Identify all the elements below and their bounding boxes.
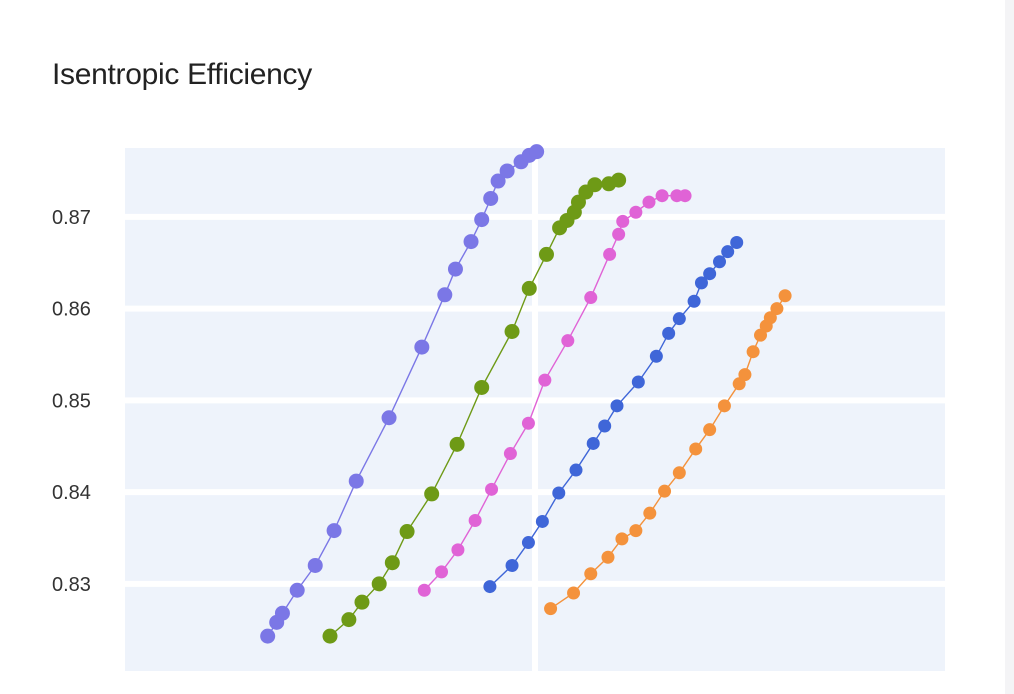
data-point[interactable] <box>424 486 440 502</box>
y-tick-label: 0.85 <box>52 390 91 412</box>
data-point[interactable] <box>631 375 645 389</box>
data-point[interactable] <box>326 523 342 539</box>
data-point[interactable] <box>612 227 626 241</box>
data-point[interactable] <box>658 484 672 498</box>
data-point[interactable] <box>274 605 290 621</box>
data-point[interactable] <box>544 602 558 616</box>
data-point[interactable] <box>521 536 535 550</box>
data-point[interactable] <box>260 628 276 644</box>
data-point[interactable] <box>552 486 566 500</box>
series-2 <box>322 172 627 644</box>
data-point[interactable] <box>447 261 463 277</box>
data-point[interactable] <box>717 399 731 413</box>
data-point[interactable] <box>538 246 554 262</box>
data-point[interactable] <box>451 543 465 557</box>
data-point[interactable] <box>643 506 657 520</box>
data-point[interactable] <box>503 447 517 461</box>
data-point[interactable] <box>504 324 520 340</box>
data-point[interactable] <box>381 410 397 426</box>
data-point[interactable] <box>721 245 735 259</box>
series-3 <box>417 189 692 597</box>
series-1 <box>260 144 545 644</box>
data-point[interactable] <box>678 189 692 203</box>
data-point[interactable] <box>655 189 669 203</box>
data-point[interactable] <box>505 558 519 572</box>
data-point[interactable] <box>770 302 784 316</box>
data-point[interactable] <box>435 565 449 579</box>
data-point[interactable] <box>567 586 581 600</box>
data-point[interactable] <box>601 550 615 564</box>
series-4 <box>483 236 744 594</box>
data-point[interactable] <box>642 195 656 209</box>
data-point[interactable] <box>672 466 686 480</box>
data-point[interactable] <box>703 267 717 281</box>
data-point[interactable] <box>371 576 387 592</box>
data-point[interactable] <box>569 463 583 477</box>
data-point[interactable] <box>746 345 760 359</box>
data-point[interactable] <box>490 173 506 189</box>
data-point[interactable] <box>307 557 323 573</box>
data-point[interactable] <box>474 212 490 228</box>
data-point[interactable] <box>399 524 415 540</box>
data-point[interactable] <box>598 419 612 433</box>
data-point[interactable] <box>289 582 305 598</box>
data-point[interactable] <box>529 144 545 160</box>
series-layer <box>260 144 792 644</box>
data-point[interactable] <box>341 612 357 628</box>
data-point[interactable] <box>629 524 643 538</box>
data-point[interactable] <box>463 234 479 250</box>
data-point[interactable] <box>603 247 617 261</box>
data-point[interactable] <box>417 583 431 597</box>
y-tick-label: 0.83 <box>52 574 91 596</box>
data-point[interactable] <box>354 594 370 610</box>
data-point[interactable] <box>483 580 497 594</box>
y-tick-label: 0.87 <box>52 207 91 229</box>
data-point[interactable] <box>649 349 663 363</box>
data-point[interactable] <box>538 373 552 387</box>
data-point[interactable] <box>662 326 676 340</box>
data-point[interactable] <box>483 190 499 206</box>
data-point[interactable] <box>586 436 600 450</box>
data-point[interactable] <box>694 276 708 290</box>
y-tick-labels: 0.83 0.84 0.85 0.86 0.87 <box>52 207 91 596</box>
data-point[interactable] <box>611 172 627 188</box>
data-point[interactable] <box>499 163 515 179</box>
chart-title: Isentropic Efficiency <box>52 58 312 91</box>
data-point[interactable] <box>738 368 752 382</box>
data-point[interactable] <box>778 289 792 303</box>
data-point[interactable] <box>610 399 624 413</box>
data-point[interactable] <box>485 482 499 496</box>
data-point[interactable] <box>689 442 703 456</box>
data-point[interactable] <box>672 312 686 326</box>
data-point[interactable] <box>384 555 400 571</box>
y-tick-label: 0.86 <box>52 299 91 321</box>
data-point[interactable] <box>449 436 465 452</box>
data-point[interactable] <box>730 236 744 250</box>
data-point[interactable] <box>584 567 598 581</box>
data-point[interactable] <box>521 280 537 296</box>
data-point[interactable] <box>535 514 549 528</box>
grid-lines <box>125 148 945 671</box>
data-point[interactable] <box>437 287 453 303</box>
data-point[interactable] <box>521 416 535 430</box>
y-tick-label: 0.84 <box>52 482 91 504</box>
data-point[interactable] <box>629 205 643 219</box>
data-point[interactable] <box>763 311 777 325</box>
window-edge <box>1005 0 1014 694</box>
data-point[interactable] <box>414 339 430 355</box>
data-point[interactable] <box>468 514 482 528</box>
data-point[interactable] <box>713 255 726 269</box>
data-point[interactable] <box>561 334 575 348</box>
data-point[interactable] <box>687 294 701 308</box>
data-point[interactable] <box>348 473 364 489</box>
data-point[interactable] <box>616 214 630 228</box>
data-point[interactable] <box>584 291 598 305</box>
data-point[interactable] <box>322 628 338 644</box>
data-point[interactable] <box>587 177 603 193</box>
series-5 <box>544 289 792 616</box>
data-point[interactable] <box>615 532 629 546</box>
data-point[interactable] <box>474 379 490 395</box>
data-point[interactable] <box>703 423 717 437</box>
